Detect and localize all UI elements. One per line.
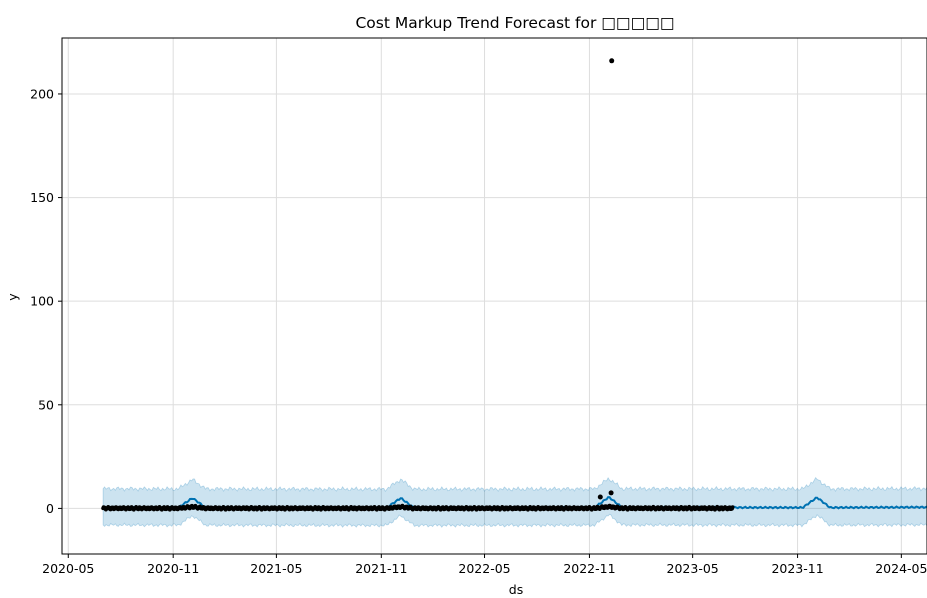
x-axis-label: ds [509,582,523,597]
y-tick-label: 200 [30,86,54,101]
x-tick-label: 2021-05 [250,561,302,576]
uncertainty-band-layer [102,476,927,528]
observed-point [730,505,735,510]
x-tick-label: 2024-05 [875,561,927,576]
y-tick-label: 50 [38,397,54,412]
grid-layer [62,38,927,554]
chart-title: Cost Markup Trend Forecast for □□□□□ [355,14,674,32]
y-tick-label: 100 [30,294,54,309]
x-tick-label: 2023-11 [771,561,823,576]
x-tick-label: 2020-05 [42,561,94,576]
observed-points-layer [101,58,735,512]
y-tick-label: 0 [46,501,54,516]
outlier-point [609,58,615,64]
outlier-point [608,490,614,496]
x-tick-label: 2022-05 [458,561,510,576]
uncertainty-band [102,476,927,528]
outlier-point [597,494,603,500]
y-axis-ticks: 0 50 100 150 200 [30,86,62,516]
x-axis-ticks: 2020-05 2020-11 2021-05 2021-11 2022-05 2022-… [42,554,927,576]
y-tick-label: 150 [30,190,54,205]
x-tick-label: 2022-11 [563,561,615,576]
plot-frame [61,37,927,555]
y-axis-label: y [5,293,20,301]
x-tick-label: 2020-11 [147,561,199,576]
x-tick-label: 2023-05 [667,561,719,576]
x-tick-label: 2021-11 [355,561,407,576]
